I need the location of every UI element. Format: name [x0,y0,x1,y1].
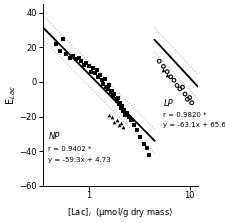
Point [120,104,124,108]
Point [134,129,138,132]
Point [122,108,125,112]
Point [168,75,172,78]
X-axis label: [Lac]$_i$  (μmol/g dry mass): [Lac]$_i$ (μmol/g dry mass) [67,206,172,219]
Point [161,65,164,68]
Point [147,153,151,156]
Point [112,92,116,96]
Point [180,85,183,89]
Point [86,65,90,68]
Text: NP: NP [48,132,59,141]
Point [141,142,145,146]
Point [88,70,92,73]
Point [92,72,96,75]
Point [165,70,168,73]
Point [125,111,128,115]
Point [189,101,193,105]
Point [116,96,119,99]
Point [111,94,115,98]
Point [103,77,106,80]
Point [82,63,86,66]
Point [119,106,122,110]
Point [98,73,101,77]
Point [68,56,71,60]
Point [77,56,80,60]
Point [121,125,124,129]
Point [137,136,141,139]
Point [115,118,118,122]
Point [104,85,108,89]
Point [61,37,65,41]
Point [185,97,188,101]
Point [79,60,83,63]
Point [91,66,94,70]
Point [106,87,109,91]
Point [101,82,105,85]
Point [99,78,103,82]
Point [74,58,77,61]
Point [64,53,68,56]
Point [157,60,160,63]
Point [161,68,164,72]
Point [130,118,133,122]
Point [126,115,130,118]
Point [117,103,120,106]
Text: y = -63.1x + 65.6: y = -63.1x + 65.6 [163,122,225,128]
Point [145,146,148,149]
Point [84,61,88,65]
Text: r = 0.9820 *: r = 0.9820 * [163,112,206,118]
Text: r = 0.9402 *: r = 0.9402 * [48,146,91,152]
Y-axis label: E$_{Lac}$: E$_{Lac}$ [4,85,18,105]
Point [115,99,118,103]
Point [54,42,58,46]
Point [112,120,116,124]
Point [182,92,186,96]
Point [171,78,175,82]
Point [123,113,126,117]
Point [110,115,113,118]
Point [187,96,191,99]
Text: y = -59.3x + 4.73: y = -59.3x + 4.73 [48,157,111,163]
Point [118,101,121,105]
Point [110,89,113,92]
Point [128,118,132,122]
Point [113,97,117,101]
Point [121,109,124,113]
Point [71,54,74,58]
Point [117,123,120,127]
Point [94,68,98,72]
Text: LP: LP [163,99,172,108]
Point [108,91,112,94]
Point [96,75,100,78]
Point [174,84,178,87]
Point [177,87,181,91]
Point [107,84,110,87]
Point [107,113,110,117]
Point [165,73,168,77]
Point [119,122,122,125]
Point [131,123,135,127]
Point [58,49,61,53]
